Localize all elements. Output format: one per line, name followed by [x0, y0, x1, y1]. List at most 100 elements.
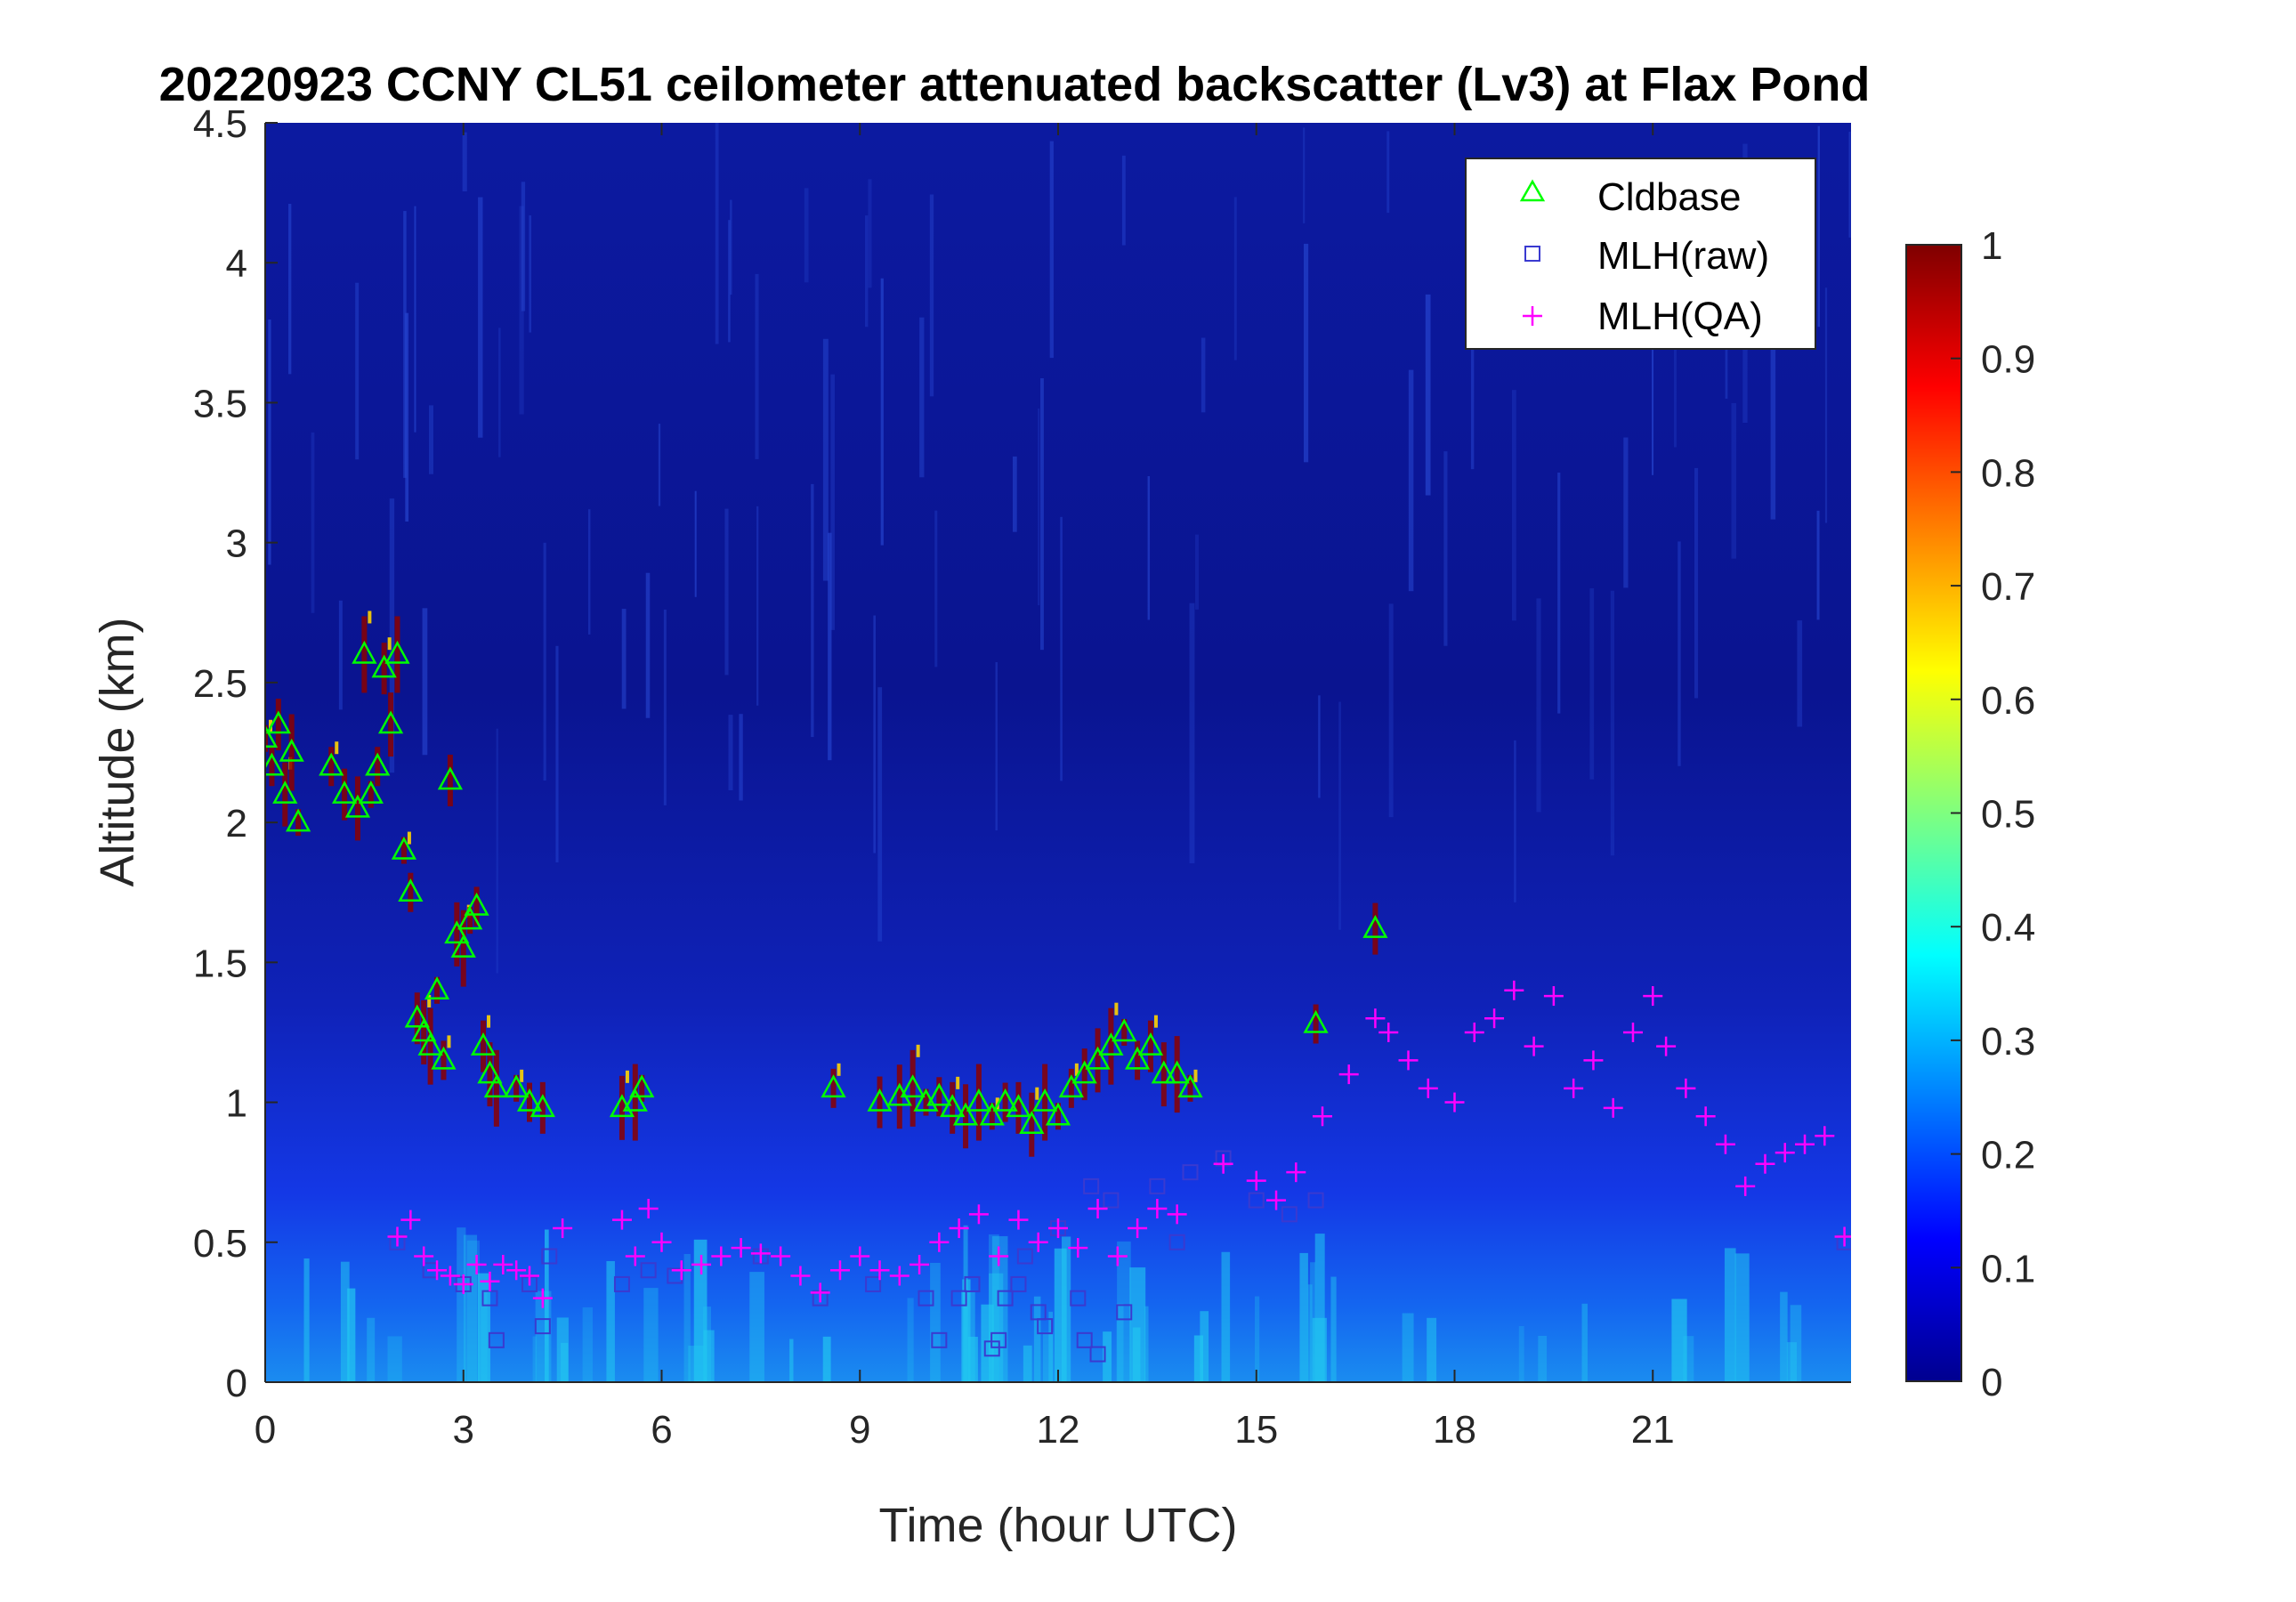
surface-streak: [1117, 1241, 1131, 1382]
cldbase-point: [530, 1094, 555, 1118]
surface-streak: [477, 1273, 490, 1382]
noise-streak: [1652, 227, 1654, 475]
noise-streak: [1731, 402, 1737, 559]
legend-box: [1465, 158, 1816, 350]
mlh-qa-point: [1418, 1078, 1438, 1098]
mlh-raw-point: [964, 1275, 981, 1292]
mlh-qa-point: [1755, 1153, 1775, 1174]
noise-streak: [1623, 437, 1629, 588]
surface-streak: [340, 1261, 350, 1382]
mlh-raw-point: [613, 1275, 630, 1292]
noise-streak: [338, 600, 343, 710]
cldbase-point: [286, 808, 311, 832]
mlh-raw-point: [1089, 1346, 1106, 1363]
y-tick-label: 3: [226, 522, 247, 566]
surface-streak: [988, 1234, 999, 1382]
mlh-qa-point: [611, 1210, 632, 1230]
x-tick-label: 6: [651, 1408, 672, 1452]
surface-streak: [967, 1337, 978, 1382]
cloud-signal: [427, 994, 432, 1007]
cloud-signal: [288, 714, 295, 791]
surface-streak: [1307, 1284, 1313, 1382]
cloud-signal: [1372, 902, 1378, 955]
mlh-raw-point: [1083, 1177, 1100, 1194]
mlh-raw-point: [1016, 1248, 1033, 1265]
cloud-signal: [361, 616, 368, 693]
mlh-qa-point: [889, 1266, 910, 1286]
surface-streak: [1144, 1306, 1149, 1382]
surface-streak: [1538, 1335, 1548, 1382]
cloud-signal: [618, 1075, 625, 1140]
surface-streak: [544, 1229, 549, 1382]
legend-mlh-qa-label: MLH(QA): [1597, 295, 1763, 338]
mlh-qa-point: [625, 1246, 645, 1266]
cloud-signal: [1074, 1063, 1079, 1076]
mlh-qa-point: [1213, 1153, 1233, 1174]
noise-streak: [1470, 253, 1475, 470]
mlh-raw-point: [1168, 1234, 1185, 1250]
cloud-signal: [975, 1064, 982, 1141]
cldbase-point: [450, 934, 476, 958]
noise-streak: [521, 182, 526, 312]
cldbase-point: [1032, 1088, 1058, 1112]
mlh-raw-point: [918, 1290, 934, 1307]
noise-streak: [414, 206, 416, 433]
cloud-signal: [375, 747, 381, 787]
cldbase-point: [265, 710, 291, 734]
noise-streak: [1514, 740, 1516, 902]
cloud-signal: [639, 1074, 645, 1102]
cldbase-point: [265, 724, 279, 748]
colorbar-tick-label: 0.7: [1981, 565, 2035, 609]
cloud-signal: [441, 1040, 447, 1080]
cldbase-point: [629, 1074, 655, 1098]
mlh-qa-point: [1048, 1218, 1068, 1239]
mlh-raw-point: [1116, 1304, 1133, 1321]
cldbase-point: [365, 752, 391, 776]
cldbase-point: [1085, 1046, 1111, 1070]
cldbase-point: [1124, 1046, 1151, 1070]
noise-streak: [1201, 337, 1206, 413]
mlh-qa-point: [1815, 1126, 1835, 1146]
noise-streak: [555, 645, 559, 862]
mlh-qa-point: [1504, 980, 1524, 1000]
noise-streak: [873, 615, 877, 854]
noise-streak: [728, 715, 733, 791]
mlh-raw-point: [997, 1290, 1014, 1307]
cldbase-point: [952, 1102, 979, 1126]
mlh-qa-point: [1313, 1106, 1332, 1127]
noise-streak: [1848, 131, 1851, 238]
noise-streak: [1816, 510, 1820, 620]
mlh-qa-point: [829, 1260, 850, 1281]
noise-streak: [1443, 451, 1448, 646]
noise-streak: [1673, 337, 1677, 448]
cldbase-point: [417, 1032, 443, 1056]
noise-streak: [1425, 294, 1431, 496]
legend-cldbase-marker: [1519, 179, 1546, 202]
noise-streak: [694, 490, 697, 597]
noise-streak: [877, 687, 883, 942]
noise-streak: [403, 211, 407, 478]
surface-streak: [303, 1258, 310, 1382]
noise-streak: [822, 338, 829, 581]
cloud-signal: [963, 1084, 969, 1149]
cldbase-point: [411, 1018, 437, 1042]
surface-streak: [1314, 1234, 1325, 1382]
mlh-qa-point: [1338, 1064, 1359, 1085]
mlh-qa-point: [414, 1246, 434, 1266]
noise-streak: [868, 179, 872, 288]
cldbase-point: [1071, 1060, 1097, 1084]
noise-streak: [1408, 369, 1414, 592]
surface-streak: [789, 1339, 794, 1382]
mlh-qa-point: [1695, 1106, 1716, 1127]
noise-streak: [1388, 603, 1394, 818]
noise-streak: [621, 609, 627, 709]
y-tick-label: 1: [226, 1082, 247, 1126]
mlh-qa-point: [553, 1218, 573, 1239]
cloud-signal: [407, 831, 411, 845]
cldbase-point: [504, 1074, 530, 1098]
colorbar-tick-label: 0.6: [1981, 679, 2035, 723]
noise-streak: [311, 432, 315, 613]
noise-streak: [1338, 701, 1341, 930]
surface-streak: [1129, 1267, 1146, 1382]
cloud-signal: [1135, 1040, 1141, 1080]
